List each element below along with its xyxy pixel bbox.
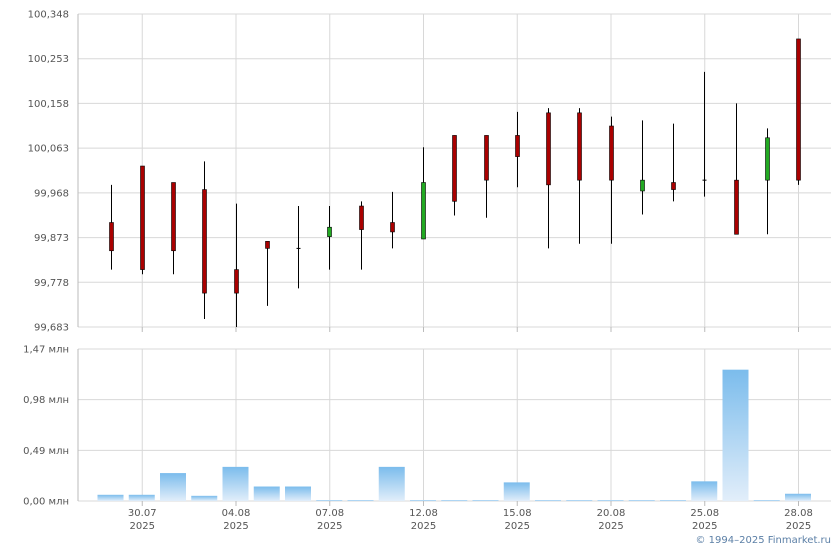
price-tick-label: 99,778 (34, 278, 69, 289)
candle-body-down (109, 222, 114, 252)
candle-body-down (796, 38, 801, 181)
x-tick-year: 2025 (692, 521, 717, 532)
x-tick-date: 30.07 (128, 508, 157, 519)
volume-bar (472, 500, 499, 501)
volume-tick-label: 1,47 млн (23, 345, 69, 356)
candle-body-down (515, 135, 520, 157)
price-tick-label: 100,063 (28, 144, 69, 155)
candle-body-down (452, 135, 457, 202)
x-tick-date: 25.08 (690, 508, 719, 519)
volume-bar (160, 473, 186, 501)
volume-bar (222, 466, 249, 501)
x-tick-year: 2025 (130, 521, 155, 532)
candle-body-down (546, 112, 551, 186)
volume-bar (660, 500, 686, 501)
candle-body-down (234, 269, 239, 294)
x-tick-year: 2025 (505, 521, 530, 532)
candle-body-down (577, 112, 582, 181)
volume-bar (535, 500, 561, 501)
volume-bar (378, 466, 405, 501)
candle-body-down (140, 165, 145, 270)
volume-bar-series (97, 369, 811, 501)
volume-bar (691, 481, 718, 501)
candle-body-down (171, 182, 176, 252)
candle-body-up (640, 179, 645, 192)
price-tick-label: 99,968 (34, 188, 69, 199)
x-tick-date: 12.08 (409, 508, 438, 519)
x-tick-date: 28.08 (784, 508, 813, 519)
price-tick-label: 99,873 (34, 233, 69, 244)
price-tick-label: 100,253 (28, 54, 69, 65)
volume-bar (503, 482, 530, 501)
volume-bar (753, 500, 780, 501)
volume-bar (191, 495, 218, 501)
volume-bar (316, 500, 343, 501)
candle-body-up (765, 137, 770, 181)
x-tick-date: 15.08 (503, 508, 532, 519)
volume-bar (566, 500, 593, 501)
x-tick-date: 07.08 (315, 508, 344, 519)
x-tick-date: 20.08 (597, 508, 626, 519)
volume-grid (77, 348, 831, 502)
candle-body-down (671, 182, 676, 190)
x-tick-year: 2025 (786, 521, 811, 532)
volume-bar (128, 494, 155, 501)
volume-bar (441, 500, 468, 501)
volume-tick-label: 0,49 млн (23, 446, 69, 457)
volume-bar (628, 500, 655, 501)
volume-bar (785, 493, 811, 501)
volume-bar (97, 494, 124, 501)
candle-body-down (202, 189, 207, 294)
volume-bar (347, 500, 374, 501)
price-tick-label: 99,683 (34, 323, 69, 334)
price-tick-label: 100,348 (28, 10, 69, 21)
x-tick-date: 04.08 (222, 508, 251, 519)
volume-bar (722, 369, 749, 501)
x-tick-year: 2025 (317, 521, 342, 532)
candle-body-down (734, 179, 739, 235)
volume-bar (597, 500, 624, 501)
candle-body-up (327, 226, 332, 237)
price-tick-label: 100,158 (28, 99, 69, 110)
x-tick-year: 2025 (223, 521, 248, 532)
candle-body-up (421, 182, 426, 240)
copyright-link[interactable]: © 1994–2025 Finmarket.ru (695, 535, 831, 546)
candlestick-series (109, 38, 801, 327)
volume-tick-label: 0,98 млн (23, 395, 69, 406)
volume-tick-label: 0,00 млн (23, 497, 69, 508)
candle-body-down (484, 135, 489, 181)
volume-bar (253, 486, 280, 501)
volume-y-axis: 1,47 млн 0,98 млн 0,49 млн 0,00 млн (23, 345, 69, 508)
candle-body-down (265, 241, 270, 249)
x-tick-year: 2025 (598, 521, 623, 532)
volume-bar (410, 500, 436, 501)
candle-body-down (390, 222, 395, 233)
date-x-axis: 30.07 2025 04.08 2025 07.08 2025 12.08 2025 15.0… (128, 327, 813, 532)
candle-body-down (609, 125, 614, 181)
price-y-axis: 100,348 100,253 100,158 100,063 99,968 99,873… (28, 10, 69, 334)
volume-bar (285, 486, 311, 501)
candle-body-down (359, 205, 364, 230)
x-tick-year: 2025 (411, 521, 436, 532)
